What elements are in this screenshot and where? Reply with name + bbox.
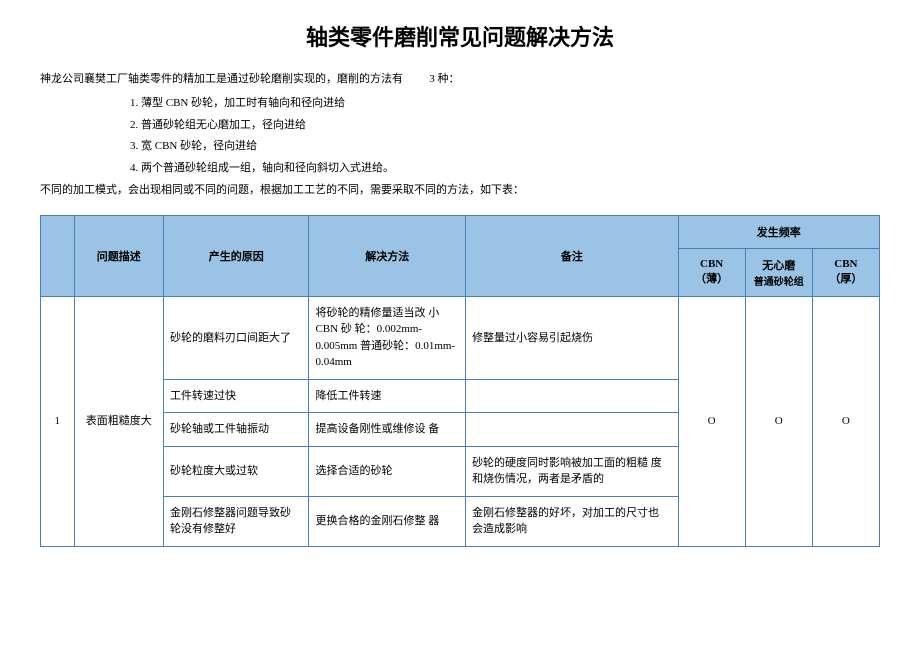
cell-cause: 砂轮轴或工件轴振动 xyxy=(164,413,309,447)
cell-freq-centerless: O xyxy=(745,296,812,546)
cell-solution: 选择合适的砂轮 xyxy=(309,446,466,496)
problem-table: 问题描述 产生的原因 解决方法 备注 发生频率 CBN （薄） 无心磨 普通砂轮… xyxy=(40,215,880,547)
intro-main-text: 神龙公司襄樊工厂轴类零件的精加工是通过砂轮磨削实现的，磨削的方法有 xyxy=(40,73,403,85)
header-centerless: 无心磨 普通砂轮组 xyxy=(745,248,812,296)
header-remark: 备注 xyxy=(466,215,679,296)
header-cbn-thin-label: CBN xyxy=(685,258,739,270)
intro-main-suffix: 3 种： xyxy=(429,73,459,85)
header-cbn-thin-sub: （薄） xyxy=(685,270,739,286)
cell-desc: 表面粗糙度大 xyxy=(74,296,163,546)
header-cbn-thick-label: CBN xyxy=(819,258,873,270)
intro-list-item-1: 1. 薄型 CBN 砂轮，加工时有轴向和径向进给 xyxy=(40,94,880,114)
header-centerless-label: 无心磨 xyxy=(752,257,806,273)
cell-num: 1 xyxy=(41,296,75,546)
header-centerless-sub: 普通砂轮组 xyxy=(752,273,806,288)
intro-paragraph: 神龙公司襄樊工厂轴类零件的精加工是通过砂轮磨削实现的，磨削的方法有 3 种： xyxy=(40,70,880,90)
intro-list-item-3: 3. 宽 CBN 砂轮，径向进给 xyxy=(40,137,880,157)
cell-remark: 金刚石修整器的好坏，对加工的尺寸也 会造成影响 xyxy=(466,496,679,546)
header-cbn-thin: CBN （薄） xyxy=(678,248,745,296)
header-solution: 解决方法 xyxy=(309,215,466,296)
cell-remark xyxy=(466,379,679,413)
page-title: 轴类零件磨削常见问题解决方法 xyxy=(40,20,880,52)
header-problem-desc: 问题描述 xyxy=(74,215,163,296)
cell-cause: 砂轮粒度大或过软 xyxy=(164,446,309,496)
cell-remark: 修整量过小容易引起烧伤 xyxy=(466,296,679,379)
intro-end-text: 不同的加工模式，会出现相同或不同的问题，根据加工工艺的不同，需要采取不同的方法，… xyxy=(40,181,880,201)
intro-spacer xyxy=(406,73,427,85)
header-cbn-thick-sub: （厚） xyxy=(819,270,873,286)
intro-list-item-4: 4. 两个普通砂轮组成一组，轴向和径向斜切入式进给。 xyxy=(40,159,880,179)
cell-solution: 提高设备刚性或维修设 备 xyxy=(309,413,466,447)
intro-list-item-2: 2. 普通砂轮组无心磨加工，径向进给 xyxy=(40,116,880,136)
cell-cause: 砂轮的磨料刃口间距大了 xyxy=(164,296,309,379)
cell-cause: 工件转速过快 xyxy=(164,379,309,413)
header-empty xyxy=(41,215,75,296)
header-frequency: 发生频率 xyxy=(678,215,879,248)
header-cbn-thick: CBN （厚） xyxy=(812,248,879,296)
cell-solution: 将砂轮的精修量适当改 小CBN 砂 轮：0.002mm-0.005mm 普通砂轮… xyxy=(309,296,466,379)
cell-solution: 更换合格的金刚石修整 器 xyxy=(309,496,466,546)
cell-cause: 金刚石修整器问题导致砂 轮没有修整好 xyxy=(164,496,309,546)
table-row: 1 表面粗糙度大 砂轮的磨料刃口间距大了 将砂轮的精修量适当改 小CBN 砂 轮… xyxy=(41,296,880,379)
table-header-row-1: 问题描述 产生的原因 解决方法 备注 发生频率 xyxy=(41,215,880,248)
cell-remark xyxy=(466,413,679,447)
cell-remark: 砂轮的硬度同时影响被加工面的粗糙 度和烧伤情况，两者是矛盾的 xyxy=(466,446,679,496)
cell-freq-thick: O xyxy=(812,296,879,546)
cell-freq-thin: O xyxy=(678,296,745,546)
header-cause: 产生的原因 xyxy=(164,215,309,296)
cell-solution: 降低工件转速 xyxy=(309,379,466,413)
